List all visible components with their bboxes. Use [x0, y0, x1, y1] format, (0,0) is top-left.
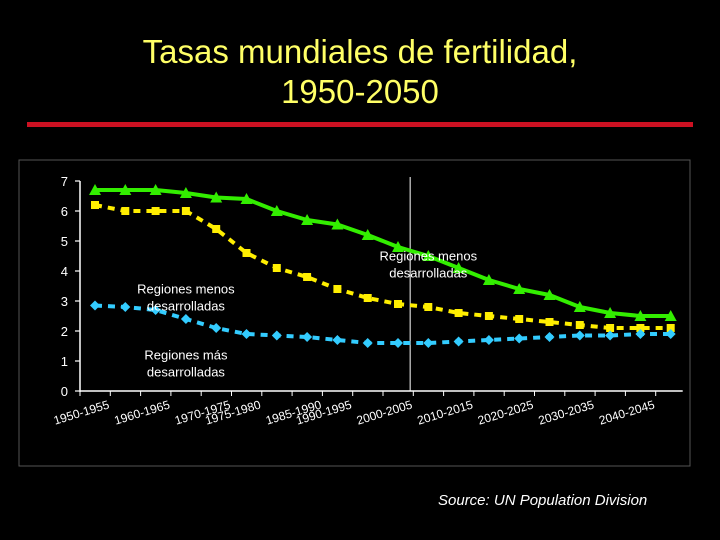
y-tick-label: 6	[61, 204, 68, 219]
y-tick-label: 4	[61, 264, 68, 279]
title-line-1: Tasas mundiales de fertilidad,	[142, 33, 578, 70]
chart-frame	[18, 159, 691, 467]
data-point	[545, 318, 554, 326]
data-point	[666, 324, 675, 332]
data-point	[604, 307, 617, 318]
data-point	[120, 302, 131, 312]
x-tick-label: 2030-2035	[537, 397, 596, 427]
series-2	[91, 201, 675, 332]
data-point	[605, 330, 616, 341]
annotation-2: Regiones menos desarrolladas	[137, 282, 235, 314]
page-title: Tasas mundiales de fertilidad, 1950-2050	[0, 32, 720, 112]
series-3	[90, 300, 676, 348]
data-point	[484, 312, 493, 320]
series-line	[95, 188, 671, 318]
data-point	[515, 315, 524, 323]
x-tick-label: 1960-1965	[113, 397, 172, 427]
data-point	[181, 207, 190, 215]
data-point	[119, 184, 132, 195]
series-line	[94, 203, 671, 330]
data-point	[270, 205, 283, 216]
x-tick-label: 2010-2015	[416, 397, 475, 427]
data-point	[423, 338, 434, 348]
y-tick-label: 0	[61, 384, 68, 399]
data-point	[634, 310, 647, 321]
data-point	[89, 184, 101, 195]
data-point	[151, 207, 160, 215]
data-point	[363, 294, 372, 302]
data-point	[665, 329, 676, 339]
data-point	[240, 193, 253, 204]
x-tick-label: 1950-1955	[52, 397, 111, 427]
data-point	[180, 314, 191, 324]
data-point	[392, 241, 404, 252]
data-point	[635, 329, 646, 339]
data-point	[394, 300, 402, 308]
data-point	[482, 274, 495, 285]
data-point	[452, 262, 465, 273]
series-1	[89, 184, 677, 321]
series-line	[94, 303, 671, 345]
data-point	[241, 329, 252, 339]
data-point	[636, 324, 645, 332]
data-point	[242, 249, 251, 257]
data-point	[149, 184, 162, 195]
data-point	[362, 338, 373, 348]
data-point	[271, 330, 282, 341]
data-point	[575, 321, 584, 329]
data-point	[302, 332, 313, 342]
source-note: Source: UN Population Division	[438, 492, 648, 509]
y-tick-label: 5	[61, 234, 68, 249]
data-point	[179, 187, 192, 198]
data-point	[301, 214, 314, 225]
data-point	[574, 330, 585, 341]
data-point	[422, 250, 435, 261]
data-point	[90, 300, 100, 311]
x-tick-label: 2000-2005	[355, 397, 414, 427]
data-point	[544, 332, 555, 342]
data-point	[333, 285, 342, 293]
data-point	[121, 207, 130, 215]
data-point	[211, 323, 222, 333]
title-line-2: 1950-2050	[281, 73, 439, 110]
x-tick-label: 2040-2045	[597, 397, 656, 427]
data-point	[332, 335, 343, 345]
data-point	[393, 338, 403, 348]
x-tick-label: 2020-2025	[476, 397, 535, 427]
data-point	[664, 310, 677, 321]
data-point	[303, 273, 312, 281]
data-point	[424, 303, 433, 311]
y-tick-label: 2	[61, 324, 68, 339]
data-point	[331, 218, 344, 230]
annotation-1: Regiones menos desarrolladas	[380, 249, 478, 281]
data-point	[212, 225, 221, 233]
data-point	[483, 335, 494, 345]
y-tick-label: 3	[61, 294, 68, 309]
y-tick-label: 7	[61, 174, 68, 189]
data-point	[573, 301, 586, 312]
title-divider	[27, 122, 693, 127]
data-point	[454, 309, 463, 317]
y-tick-label: 1	[61, 354, 68, 369]
data-point	[543, 289, 556, 300]
data-point	[361, 229, 374, 240]
data-point	[514, 333, 525, 344]
data-point	[272, 264, 281, 272]
data-point	[606, 324, 615, 332]
data-point	[91, 201, 99, 209]
annotation-3: Regiones más desarrolladas	[144, 348, 228, 380]
data-point	[513, 283, 526, 294]
data-point	[453, 336, 464, 347]
data-point	[150, 305, 161, 315]
data-point	[210, 191, 223, 203]
